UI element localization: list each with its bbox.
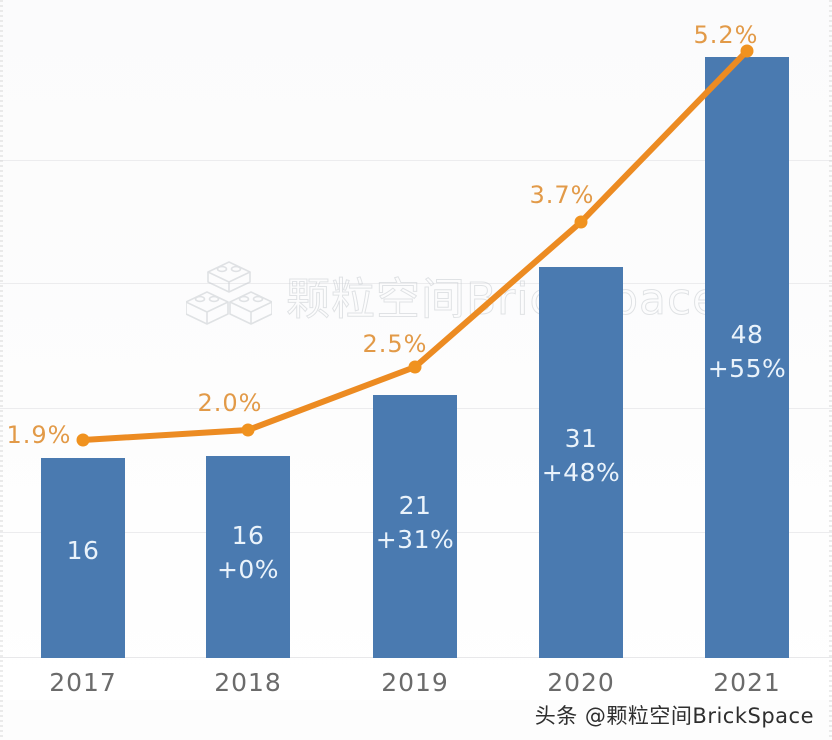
right-edge-texture bbox=[829, 0, 832, 740]
xaxis-label-2020: 2020 bbox=[547, 668, 615, 697]
bar-2021: 48 +55% bbox=[705, 57, 789, 658]
pct-label-2019: 2.5% bbox=[362, 330, 428, 358]
gridline-1 bbox=[0, 160, 832, 161]
plot-area: 颗粒空间BrickSpace 16 16 +0% 21 +31% 31 +48%… bbox=[0, 0, 832, 700]
bar-2020: 31 +48% bbox=[539, 267, 623, 658]
bar-label-2017: 16 bbox=[66, 536, 100, 565]
bar-2018: 16 +0% bbox=[206, 456, 290, 658]
pct-label-2020: 3.7% bbox=[529, 181, 595, 209]
line-point-2017 bbox=[76, 433, 90, 447]
bar-label-2018: 16 +0% bbox=[216, 521, 280, 584]
trend-line bbox=[80, 48, 750, 443]
pct-label-2018: 2.0% bbox=[197, 389, 263, 417]
bar-2019: 21 +31% bbox=[373, 395, 457, 658]
xaxis-label-2021: 2021 bbox=[713, 668, 781, 697]
pct-label-2021: 5.2% bbox=[693, 21, 759, 49]
bar-label-2021: 48 +55% bbox=[707, 320, 787, 383]
line-point-2020 bbox=[574, 215, 588, 229]
gridline-2 bbox=[0, 283, 832, 284]
pct-label-2017: 1.9% bbox=[6, 421, 72, 449]
bar-2017: 16 bbox=[41, 458, 125, 658]
xaxis-label-2019: 2019 bbox=[381, 668, 449, 697]
bottom-watermark: 头条 @颗粒空间BrickSpace bbox=[534, 704, 814, 728]
xaxis-label-2018: 2018 bbox=[214, 668, 282, 697]
bar-label-2020: 31 +48% bbox=[541, 424, 621, 487]
xaxis-label-2017: 2017 bbox=[49, 668, 117, 697]
line-point-2018 bbox=[241, 423, 255, 437]
bar-label-2019: 21 +31% bbox=[375, 491, 455, 554]
line-point-2021 bbox=[740, 44, 754, 58]
left-edge-texture bbox=[0, 0, 3, 740]
line-point-2019 bbox=[408, 360, 422, 374]
